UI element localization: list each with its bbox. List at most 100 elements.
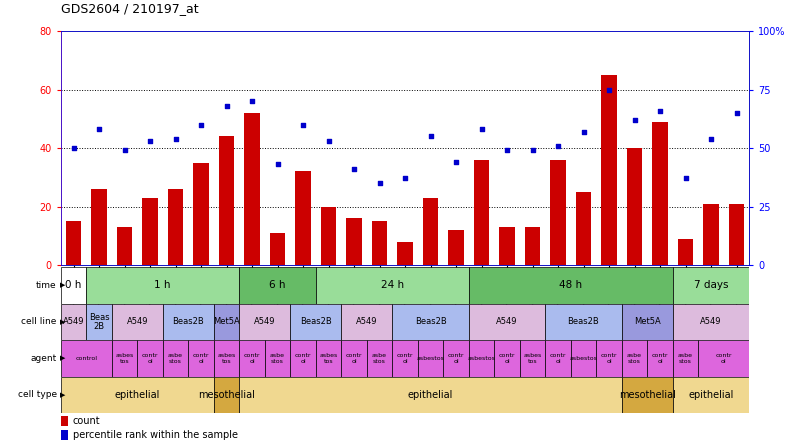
Text: asbes
tos: asbes tos xyxy=(115,353,134,364)
Point xyxy=(679,175,692,182)
Bar xyxy=(347,218,361,265)
Bar xyxy=(520,340,545,377)
Point xyxy=(169,135,182,142)
Bar xyxy=(117,227,132,265)
Point xyxy=(347,166,360,173)
Bar xyxy=(392,340,418,377)
Text: 48 h: 48 h xyxy=(559,281,582,290)
Bar xyxy=(627,148,642,265)
Bar xyxy=(398,242,412,265)
Bar xyxy=(66,221,81,265)
Bar xyxy=(367,340,392,377)
Bar xyxy=(61,377,214,413)
Bar xyxy=(647,340,673,377)
Bar xyxy=(729,204,744,265)
Text: Beas
2B: Beas 2B xyxy=(88,313,109,331)
Bar xyxy=(245,113,260,265)
Bar xyxy=(188,340,214,377)
Bar xyxy=(596,340,622,377)
Bar xyxy=(545,340,571,377)
Text: epithelial: epithelial xyxy=(688,390,734,400)
Text: mesothelial: mesothelial xyxy=(619,390,676,400)
Bar xyxy=(137,340,163,377)
Bar xyxy=(698,340,749,377)
Bar xyxy=(601,75,616,265)
Point xyxy=(194,121,207,128)
Text: Met5A: Met5A xyxy=(213,317,240,326)
Bar xyxy=(652,122,667,265)
Text: asbe
stos: asbe stos xyxy=(270,353,285,364)
Point xyxy=(92,126,105,133)
Bar xyxy=(265,340,290,377)
Bar xyxy=(678,239,693,265)
Bar xyxy=(341,304,392,340)
Bar xyxy=(321,206,336,265)
Bar xyxy=(703,204,718,265)
Bar xyxy=(61,430,68,440)
Text: Beas2B: Beas2B xyxy=(568,317,599,326)
Bar xyxy=(423,198,438,265)
Point xyxy=(118,147,131,154)
Text: epithelial: epithelial xyxy=(114,390,160,400)
Bar xyxy=(499,227,514,265)
Bar xyxy=(673,304,749,340)
Text: A549: A549 xyxy=(254,317,275,326)
Bar xyxy=(673,377,749,413)
Text: asbestos: asbestos xyxy=(467,356,496,361)
Text: agent: agent xyxy=(31,354,57,363)
Text: mesothelial: mesothelial xyxy=(198,390,255,400)
Text: asbestos: asbestos xyxy=(416,356,445,361)
Text: contr
ol: contr ol xyxy=(499,353,515,364)
Text: A549: A549 xyxy=(497,317,518,326)
Bar xyxy=(270,233,285,265)
Bar xyxy=(571,340,596,377)
Bar xyxy=(194,163,209,265)
Point xyxy=(705,135,718,142)
Point xyxy=(577,128,590,135)
Text: ▶: ▶ xyxy=(60,355,66,361)
Bar xyxy=(316,340,341,377)
Text: asbe
stos: asbe stos xyxy=(678,353,693,364)
Point xyxy=(526,147,539,154)
Point xyxy=(450,159,463,166)
Bar xyxy=(61,304,86,340)
Text: contr
ol: contr ol xyxy=(652,353,668,364)
Bar xyxy=(163,340,188,377)
Text: control: control xyxy=(75,356,97,361)
Bar xyxy=(290,304,341,340)
Text: contr
ol: contr ol xyxy=(142,353,158,364)
Bar xyxy=(372,221,387,265)
Text: GDS2604 / 210197_at: GDS2604 / 210197_at xyxy=(61,2,198,15)
Text: asbes
tos: asbes tos xyxy=(217,353,236,364)
Bar xyxy=(494,340,520,377)
Bar xyxy=(86,267,239,304)
Text: contr
ol: contr ol xyxy=(397,353,413,364)
Bar xyxy=(239,267,316,304)
Text: contr
ol: contr ol xyxy=(346,353,362,364)
Bar xyxy=(443,340,469,377)
Text: asbes
tos: asbes tos xyxy=(319,353,338,364)
Bar xyxy=(341,340,367,377)
Point xyxy=(322,138,335,145)
Text: 1 h: 1 h xyxy=(155,281,171,290)
Text: contr
ol: contr ol xyxy=(295,353,311,364)
Text: contr
ol: contr ol xyxy=(193,353,209,364)
Point xyxy=(271,161,284,168)
Bar xyxy=(112,304,163,340)
Bar xyxy=(92,189,107,265)
Text: asbe
stos: asbe stos xyxy=(372,353,387,364)
Bar xyxy=(143,198,158,265)
Text: A549: A549 xyxy=(126,317,148,326)
Bar xyxy=(239,304,290,340)
Bar xyxy=(392,304,469,340)
Text: A549: A549 xyxy=(356,317,377,326)
Text: ▶: ▶ xyxy=(60,319,66,325)
Text: count: count xyxy=(73,416,100,426)
Text: A549: A549 xyxy=(701,317,722,326)
Text: 7 days: 7 days xyxy=(693,281,728,290)
Bar xyxy=(86,304,112,340)
Text: epithelial: epithelial xyxy=(407,390,453,400)
Bar xyxy=(525,227,540,265)
Bar xyxy=(418,340,443,377)
Point xyxy=(424,133,437,140)
